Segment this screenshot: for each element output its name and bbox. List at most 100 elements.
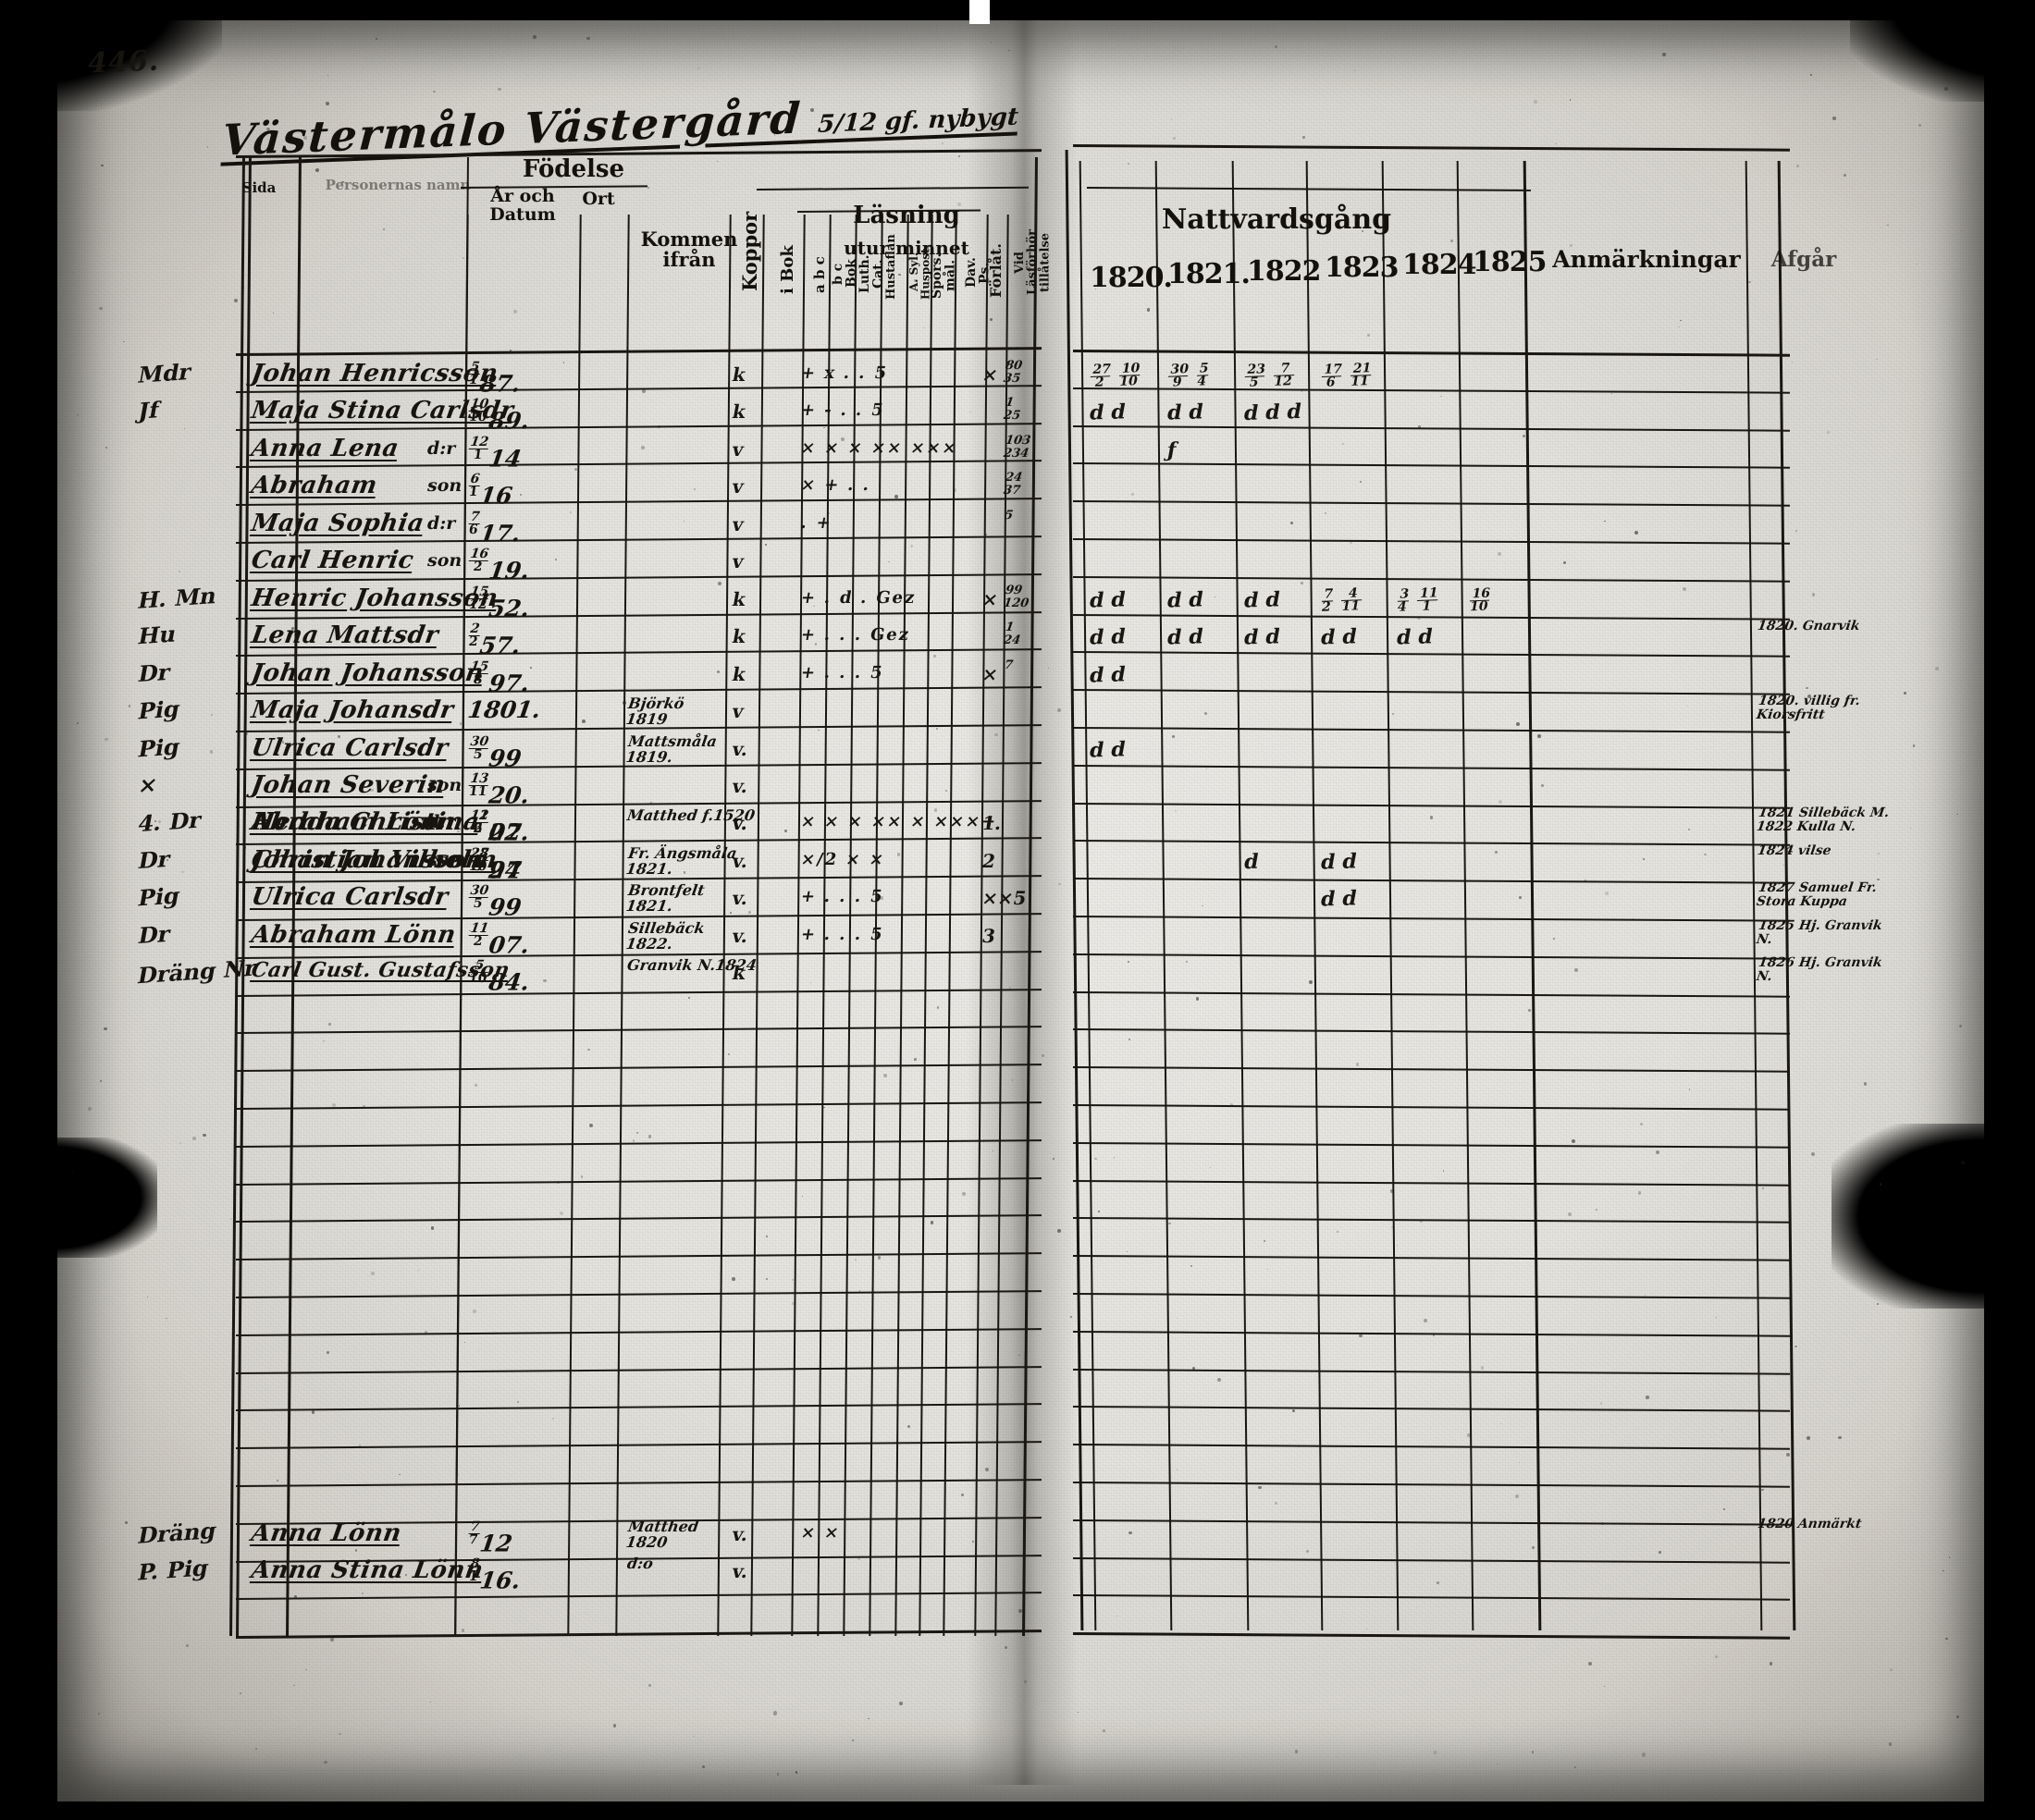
row-vid-lasforhor: 103 234 bbox=[1003, 433, 1032, 461]
page-title-suffix: 5/12 gf. nybygt bbox=[817, 103, 1019, 139]
paper-speck bbox=[1573, 1765, 1576, 1769]
paper-speck bbox=[99, 306, 104, 311]
paper-speck bbox=[823, 1106, 826, 1109]
paper-speck bbox=[748, 911, 752, 915]
paper-speck bbox=[1515, 722, 1520, 727]
rowb-margin-symbol: P. Pig bbox=[135, 1554, 211, 1586]
paper-speck bbox=[933, 808, 938, 812]
paper-speck bbox=[1715, 1316, 1718, 1319]
paper-speck bbox=[570, 511, 573, 514]
row-vid-lasforhor: 7 bbox=[1003, 658, 1015, 672]
paper-speck bbox=[1960, 1160, 1965, 1164]
row2-birth-date: 11 2 07. bbox=[465, 920, 532, 958]
paper-speck bbox=[1416, 1605, 1418, 1607]
paper-speck bbox=[77, 414, 79, 416]
paper-speck bbox=[325, 102, 329, 106]
paper-speck bbox=[1480, 1366, 1485, 1370]
row2-birth-date: 5 10 84. bbox=[467, 958, 532, 996]
paper-speck bbox=[1113, 1156, 1116, 1159]
paper-speck bbox=[1298, 1445, 1300, 1448]
paper-speck bbox=[326, 1350, 329, 1354]
paper-speck bbox=[1359, 1334, 1363, 1338]
paper-speck bbox=[370, 788, 374, 793]
paper-speck bbox=[1337, 1231, 1338, 1233]
paper-speck bbox=[157, 819, 162, 824]
date-fraction: 15 8 bbox=[468, 658, 491, 687]
row-koppor: v. bbox=[730, 737, 750, 760]
paper-speck bbox=[622, 701, 626, 705]
scan-corner-top-right bbox=[1850, 0, 2035, 102]
paper-speck bbox=[914, 1058, 917, 1061]
paper-speck bbox=[1522, 434, 1526, 438]
row2-margin-symbol: Dr bbox=[136, 919, 173, 949]
header-year-1824: 1824 bbox=[1402, 249, 1476, 281]
paper-speck bbox=[1769, 1662, 1773, 1666]
row-birth-date: 5 1 87. bbox=[467, 360, 523, 398]
row-anmarkning: 1820. Gnarvik bbox=[1756, 619, 1861, 634]
header-afgar: Afgår bbox=[1770, 247, 1837, 272]
scan-edge-left bbox=[0, 0, 57, 1820]
header-kommen-ifran-label: Kommen ifrån bbox=[640, 228, 738, 272]
date-fraction: 11 2 bbox=[468, 920, 491, 950]
paper-speck bbox=[498, 377, 501, 381]
row-vid-lasforhor: 99 120 bbox=[1003, 583, 1030, 610]
paper-speck bbox=[658, 425, 660, 428]
paper-speck bbox=[1595, 1208, 1597, 1211]
row-name: Johan Johansson bbox=[249, 658, 487, 687]
paper-speck bbox=[1391, 712, 1394, 716]
header-year-1822: 1822 bbox=[1247, 255, 1321, 288]
paper-speck bbox=[648, 186, 650, 189]
paper-speck bbox=[969, 411, 971, 413]
paper-speck bbox=[1531, 1751, 1535, 1753]
paper-speck bbox=[776, 1772, 780, 1776]
paper-speck bbox=[1827, 430, 1830, 434]
paper-speck bbox=[395, 616, 397, 618]
paper-speck bbox=[1808, 809, 1813, 814]
paper-speck bbox=[1011, 1079, 1014, 1081]
paper-speck bbox=[1170, 118, 1173, 121]
row-margin-symbol: Pig bbox=[136, 695, 182, 725]
row-birth-date: 15 8 97. bbox=[465, 658, 532, 696]
paper-speck bbox=[1640, 1123, 1644, 1126]
paper-speck bbox=[1229, 1103, 1234, 1107]
paper-speck bbox=[1604, 520, 1607, 523]
row2-birth-date: 30 5 99 bbox=[465, 883, 524, 921]
paper-speck bbox=[1355, 1063, 1360, 1066]
paper-speck bbox=[1205, 768, 1207, 770]
paper-speck bbox=[1146, 308, 1150, 312]
paper-speck bbox=[1610, 392, 1613, 395]
paper-speck bbox=[857, 1556, 861, 1560]
paper-speck bbox=[1258, 1485, 1263, 1490]
row-lasning-marks: . + bbox=[799, 512, 834, 533]
paper-speck bbox=[1960, 230, 1962, 232]
paper-speck bbox=[266, 127, 271, 131]
paper-speck bbox=[941, 142, 944, 144]
paper-speck bbox=[1433, 1751, 1437, 1754]
row-lasning-marks: + - . . 5 bbox=[799, 400, 887, 421]
paper-speck bbox=[242, 287, 245, 289]
paper-speck bbox=[1057, 708, 1061, 713]
paper-speck bbox=[1572, 1138, 1576, 1143]
row-relation: son bbox=[427, 849, 462, 870]
paper-speck bbox=[179, 571, 181, 573]
paper-speck bbox=[1048, 667, 1050, 669]
paper-speck bbox=[469, 929, 471, 932]
paper-speck bbox=[424, 1330, 428, 1334]
paper-speck bbox=[123, 341, 125, 343]
paper-speck bbox=[329, 1637, 334, 1642]
paper-speck bbox=[1308, 979, 1313, 984]
paper-speck bbox=[773, 1711, 778, 1715]
paper-speck bbox=[971, 1541, 974, 1543]
paper-speck bbox=[1646, 1395, 1650, 1399]
row-lasning-marks: × + . . bbox=[799, 475, 873, 496]
paper-speck bbox=[520, 493, 523, 497]
row-nattvard-1821: d d bbox=[1165, 624, 1205, 650]
row-margin-symbol: H. Mn bbox=[135, 581, 219, 614]
header-hustaflan: Hustaflan bbox=[884, 234, 898, 300]
paper-speck bbox=[639, 902, 643, 905]
paper-speck bbox=[1948, 1556, 1950, 1558]
row2-name: Ulrica Carlsdr bbox=[249, 883, 450, 912]
paper-speck bbox=[1844, 174, 1847, 178]
paper-speck bbox=[683, 871, 686, 874]
row2-margin-symbol: 4. Dr bbox=[135, 806, 204, 838]
